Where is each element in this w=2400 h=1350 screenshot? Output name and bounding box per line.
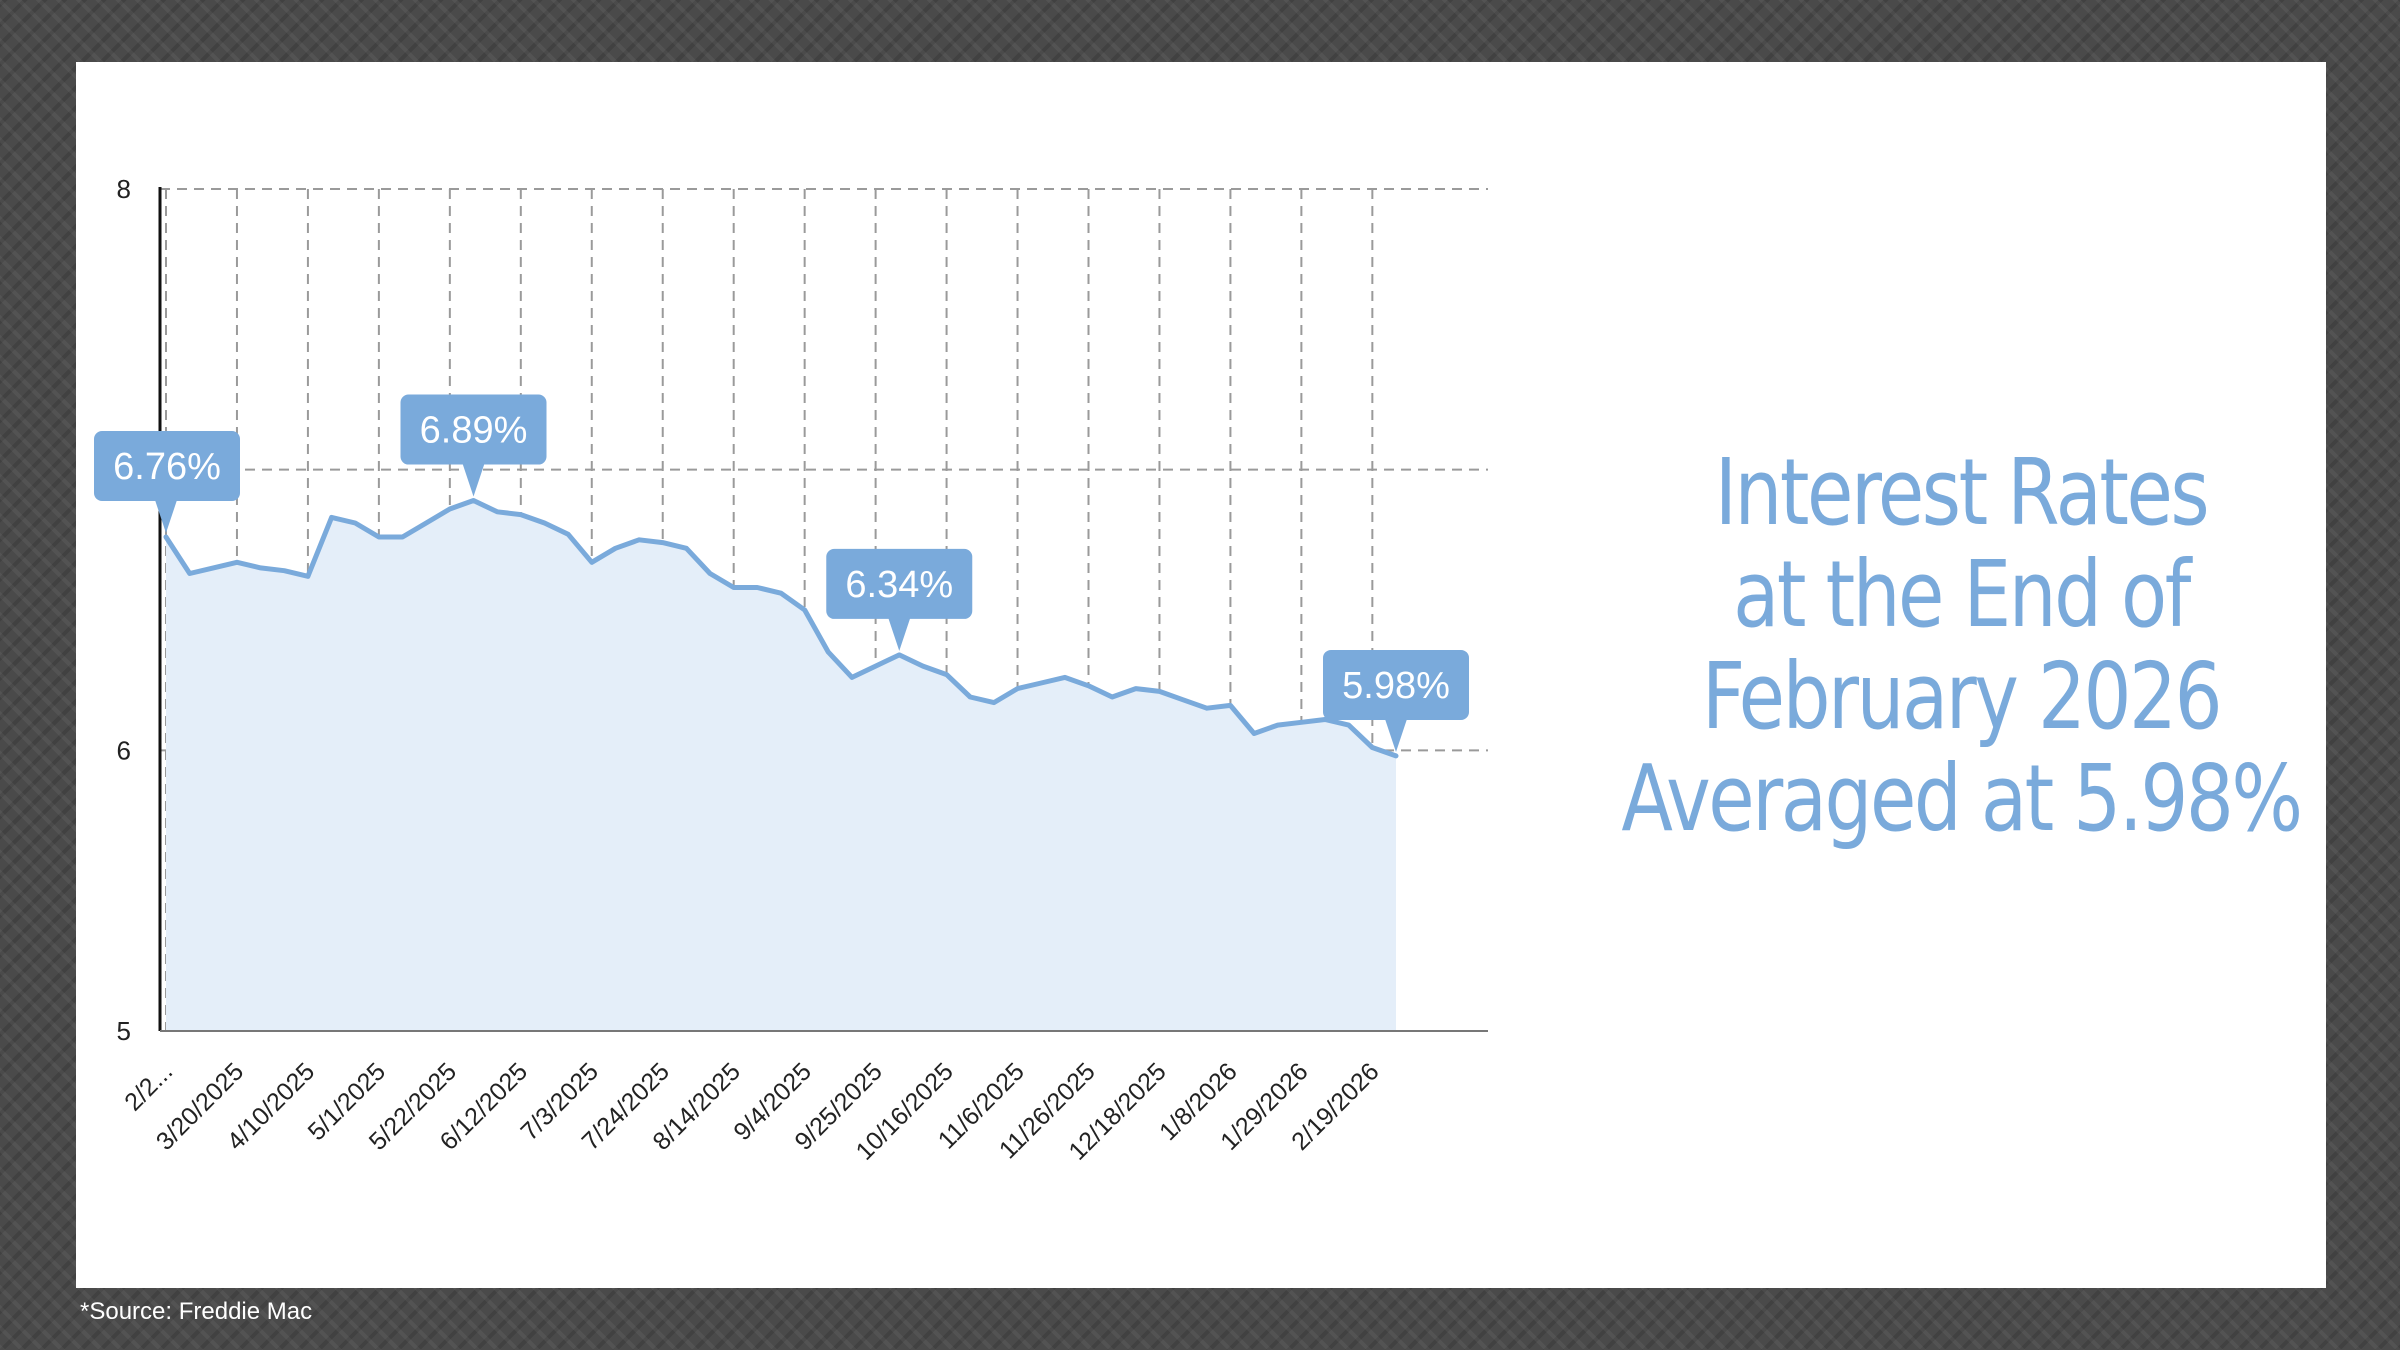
callouts: 6.76% 6.89% 6.34% 5.98% [94,394,1469,752]
callout-box [1323,649,1469,720]
callout-pointer [888,617,911,651]
y-tick-label: 5 [117,1016,131,1046]
headline-line-1: Interest Rates [1714,439,2210,546]
callout-pointer [155,500,177,534]
value-callout: 5.98% [1323,649,1469,752]
rate-series-line [163,498,1399,759]
value-callout: 6.89% [400,394,547,497]
y-tick-labels: 5 6 8 [117,174,131,1046]
callout-label: 6.34% [845,564,953,606]
content-panel: 5 6 8 2/2... 3/20/2025 4/10/2025 5/1/2025 5/22… [76,62,2326,1288]
area-layer [163,498,1399,1031]
rate-chart: 5 6 8 2/2...3/20/20254/10/20255/1/20255/22… [94,174,1488,1166]
x-tick-labels: 2/2...3/20/20254/10/20255/1/20255/22/202… [119,1057,1384,1165]
x-tick-label: 2/2... [119,1057,178,1116]
y-tick-label: 8 [117,174,131,204]
value-callout: 6.34% [826,548,973,651]
callout-pointer [1385,718,1407,752]
headline-line-3: February 2026 [1701,643,2223,750]
callout-label: 6.76% [113,446,221,488]
callout-pointer [462,463,485,497]
callout-box [400,394,547,465]
y-tick-label: 6 [117,735,131,765]
callout-box [94,431,240,502]
headline: Interest Rates at the End of February 20… [1604,442,2317,850]
source-note: *Source: Freddie Mac [80,1298,313,1325]
callout-box [826,548,973,619]
callout-label: 6.89% [420,410,528,452]
area-fill [166,500,1396,1031]
headline-line-2: at the End of [1733,541,2191,648]
axes [158,187,1488,1032]
callout-label: 5.98% [1342,665,1450,707]
value-callout: 6.76% [94,431,240,534]
headline-line-4: Averaged at 5.98% [1621,745,2303,852]
